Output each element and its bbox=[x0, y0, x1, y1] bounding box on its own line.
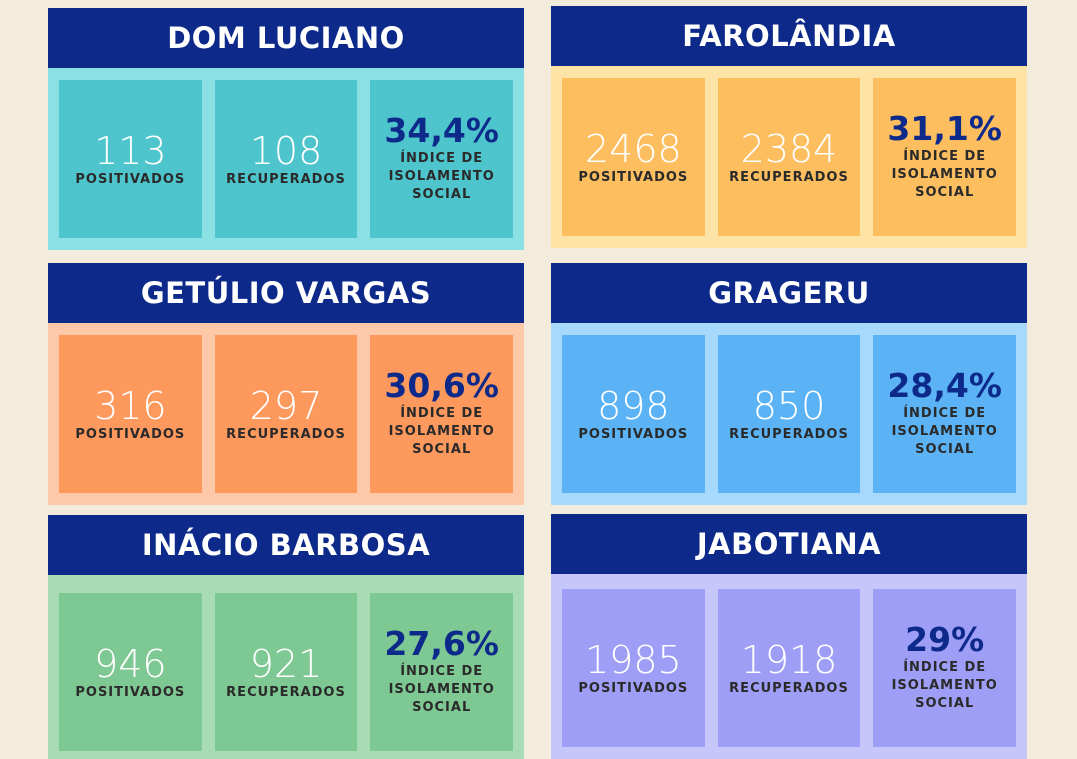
isolamento-label: ÍNDICE DE ISOLAMENTO SOCIAL bbox=[389, 405, 495, 459]
isolamento-tile: 28,4% ÍNDICE DE ISOLAMENTO SOCIAL bbox=[873, 335, 1017, 493]
recuperados-label: RECUPERADOS bbox=[226, 426, 346, 442]
card-title: GETÚLIO VARGAS bbox=[48, 263, 524, 323]
recuperados-tile: 850 RECUPERADOS bbox=[717, 335, 861, 493]
recuperados-label: RECUPERADOS bbox=[729, 680, 849, 696]
positivos-value: 1985 bbox=[584, 637, 682, 682]
recuperados-label: RECUPERADOS bbox=[226, 684, 346, 700]
isolamento-label-line3: SOCIAL bbox=[915, 185, 975, 200]
card-title: INÁCIO BARBOSA bbox=[48, 515, 524, 575]
card-title: GRAGERU bbox=[551, 263, 1027, 323]
positivos-tile: 898 POSITIVADOS bbox=[562, 335, 705, 493]
card-body: 898 POSITIVADOS 850 RECUPERADOS 28,4% ÍN… bbox=[551, 323, 1027, 505]
isolamento-label-line3: SOCIAL bbox=[915, 442, 975, 457]
isolamento-value: 29% bbox=[905, 620, 985, 659]
positivos-label: POSITIVADOS bbox=[578, 169, 689, 185]
isolamento-tile: 30,6% ÍNDICE DE ISOLAMENTO SOCIAL bbox=[370, 335, 514, 493]
recuperados-value: 1918 bbox=[740, 637, 838, 682]
isolamento-label-line1: ÍNDICE DE bbox=[400, 151, 484, 166]
positivos-value: 898 bbox=[597, 383, 670, 428]
recuperados-value: 2384 bbox=[740, 126, 838, 171]
card-title: DOM LUCIANO bbox=[48, 8, 524, 68]
isolamento-tile: 27,6% ÍNDICE DE ISOLAMENTO SOCIAL bbox=[370, 593, 514, 751]
positivos-value: 2468 bbox=[584, 126, 682, 171]
recuperados-label: RECUPERADOS bbox=[729, 169, 849, 185]
card-inacio-barbosa: INÁCIO BARBOSA 946 POSITIVADOS 921 RECUP… bbox=[48, 515, 524, 759]
card-jabotiana: JABOTIANA 1985 POSITIVADOS 1918 RECUPERA… bbox=[551, 514, 1027, 759]
positivos-label: POSITIVADOS bbox=[578, 426, 689, 442]
card-title: JABOTIANA bbox=[551, 514, 1027, 574]
card-title: FAROLÂNDIA bbox=[551, 6, 1027, 66]
isolamento-label-line2: ISOLAMENTO bbox=[388, 424, 495, 439]
isolamento-label: ÍNDICE DE ISOLAMENTO SOCIAL bbox=[389, 663, 495, 717]
recuperados-label: RECUPERADOS bbox=[226, 171, 346, 187]
isolamento-value: 30,6% bbox=[384, 366, 499, 405]
isolamento-value: 28,4% bbox=[887, 366, 1002, 405]
isolamento-label: ÍNDICE DE ISOLAMENTO SOCIAL bbox=[389, 150, 495, 204]
isolamento-label-line1: ÍNDICE DE bbox=[903, 660, 987, 675]
recuperados-tile: 1918 RECUPERADOS bbox=[717, 589, 861, 747]
card-body: 113 POSITIVADOS 108 RECUPERADOS 34,4% ÍN… bbox=[48, 68, 524, 250]
isolamento-label-line2: ISOLAMENTO bbox=[891, 678, 998, 693]
positivos-label: POSITIVADOS bbox=[75, 426, 186, 442]
card-body: 1985 POSITIVADOS 1918 RECUPERADOS 29% ÍN… bbox=[551, 574, 1027, 759]
positivos-tile: 316 POSITIVADOS bbox=[59, 335, 202, 493]
positivos-tile: 113 POSITIVADOS bbox=[59, 80, 202, 238]
isolamento-label-line3: SOCIAL bbox=[412, 187, 472, 202]
isolamento-label-line2: ISOLAMENTO bbox=[388, 169, 495, 184]
recuperados-label: RECUPERADOS bbox=[729, 426, 849, 442]
positivos-tile: 2468 POSITIVADOS bbox=[562, 78, 705, 236]
recuperados-tile: 2384 RECUPERADOS bbox=[717, 78, 861, 236]
isolamento-tile: 29% ÍNDICE DE ISOLAMENTO SOCIAL bbox=[873, 589, 1017, 747]
card-body: 2468 POSITIVADOS 2384 RECUPERADOS 31,1% … bbox=[551, 66, 1027, 248]
isolamento-label: ÍNDICE DE ISOLAMENTO SOCIAL bbox=[892, 405, 998, 459]
card-farolandia: FAROLÂNDIA 2468 POSITIVADOS 2384 RECUPER… bbox=[551, 6, 1027, 248]
isolamento-label: ÍNDICE DE ISOLAMENTO SOCIAL bbox=[892, 148, 998, 202]
isolamento-tile: 31,1% ÍNDICE DE ISOLAMENTO SOCIAL bbox=[873, 78, 1017, 236]
isolamento-label: ÍNDICE DE ISOLAMENTO SOCIAL bbox=[892, 659, 998, 713]
isolamento-label-line3: SOCIAL bbox=[412, 700, 472, 715]
isolamento-label-line1: ÍNDICE DE bbox=[903, 406, 987, 421]
isolamento-label-line2: ISOLAMENTO bbox=[891, 167, 998, 182]
isolamento-label-line3: SOCIAL bbox=[915, 696, 975, 711]
positivos-value: 946 bbox=[94, 641, 167, 686]
isolamento-value: 27,6% bbox=[384, 624, 499, 663]
positivos-tile: 1985 POSITIVADOS bbox=[562, 589, 705, 747]
recuperados-value: 921 bbox=[249, 641, 323, 686]
card-getulio-vargas: GETÚLIO VARGAS 316 POSITIVADOS 297 RECUP… bbox=[48, 263, 524, 505]
isolamento-value: 34,4% bbox=[384, 111, 499, 150]
isolamento-label-line3: SOCIAL bbox=[412, 442, 472, 457]
recuperados-tile: 297 RECUPERADOS bbox=[214, 335, 358, 493]
isolamento-label-line1: ÍNDICE DE bbox=[903, 149, 987, 164]
positivos-label: POSITIVADOS bbox=[75, 171, 186, 187]
isolamento-label-line1: ÍNDICE DE bbox=[400, 406, 484, 421]
recuperados-tile: 921 RECUPERADOS bbox=[214, 593, 358, 751]
isolamento-label-line2: ISOLAMENTO bbox=[388, 682, 495, 697]
card-grageru: GRAGERU 898 POSITIVADOS 850 RECUPERADOS … bbox=[551, 263, 1027, 505]
isolamento-label-line2: ISOLAMENTO bbox=[891, 424, 998, 439]
isolamento-label-line1: ÍNDICE DE bbox=[400, 664, 484, 679]
isolamento-tile: 34,4% ÍNDICE DE ISOLAMENTO SOCIAL bbox=[370, 80, 514, 238]
recuperados-value: 297 bbox=[249, 383, 323, 428]
isolamento-value: 31,1% bbox=[887, 109, 1002, 148]
positivos-tile: 946 POSITIVADOS bbox=[59, 593, 202, 751]
recuperados-value: 108 bbox=[249, 128, 323, 173]
positivos-label: POSITIVADOS bbox=[578, 680, 689, 696]
positivos-value: 113 bbox=[94, 128, 167, 173]
positivos-value: 316 bbox=[94, 383, 167, 428]
card-body: 946 POSITIVADOS 921 RECUPERADOS 27,6% ÍN… bbox=[48, 575, 524, 759]
positivos-label: POSITIVADOS bbox=[75, 684, 186, 700]
recuperados-tile: 108 RECUPERADOS bbox=[214, 80, 358, 238]
card-body: 316 POSITIVADOS 297 RECUPERADOS 30,6% ÍN… bbox=[48, 323, 524, 505]
recuperados-value: 850 bbox=[752, 383, 826, 428]
card-dom-luciano: DOM LUCIANO 113 POSITIVADOS 108 RECUPERA… bbox=[48, 8, 524, 250]
